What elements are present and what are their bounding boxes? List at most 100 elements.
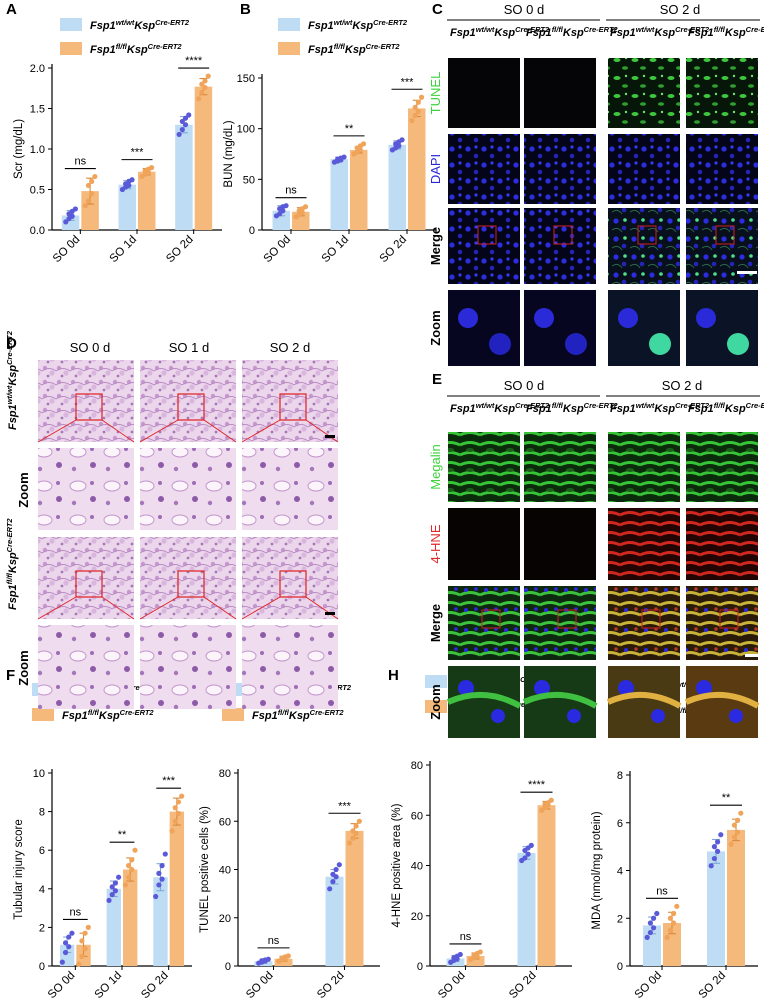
panel-E: SO 0 d SO 2 dFsp1wt/wtKspCre-ERT2Fsp1fl/f… — [428, 378, 764, 738]
y-tick-label: 10 — [33, 768, 45, 780]
micrograph — [524, 208, 596, 284]
col-geno-fl-driver: Ksp — [563, 403, 584, 415]
data-point-wt — [116, 874, 122, 880]
col-geno-wt-driver-sup: Cre-ERT2 — [515, 401, 550, 410]
micrograph — [686, 508, 758, 580]
data-point-fl — [179, 793, 185, 799]
panel-letter-D: D — [6, 335, 17, 352]
data-point-fl — [285, 953, 291, 959]
sig-label: ** — [118, 829, 127, 841]
legend-label-fl: Fsp1fl/flKspCre-ERT2 — [308, 42, 400, 56]
data-point-wt — [156, 882, 162, 888]
zoom-line — [37, 419, 77, 443]
sig-label: *** — [401, 76, 415, 88]
row-label: Zoom — [16, 650, 31, 685]
col-geno-fl-driver: Ksp — [725, 27, 746, 39]
nucleus — [618, 308, 638, 328]
y-tick-label: 6 — [617, 818, 623, 830]
bar-fl — [169, 811, 185, 966]
nucleus — [696, 680, 712, 696]
data-point-wt — [341, 154, 347, 160]
legend-label-fl: Fsp1fl/flKspCre-ERT2 — [252, 708, 344, 722]
col-geno-wt-driver: Ksp — [494, 403, 515, 415]
x-tick-label: SO 2d — [315, 970, 347, 1000]
x-tick-label: SO 2d — [378, 234, 410, 266]
bar-wt — [61, 215, 80, 230]
micrograph — [448, 586, 520, 660]
y-axis-label: Tubular injury score — [13, 819, 25, 920]
sig-label: ns — [656, 885, 668, 897]
micrograph — [242, 537, 338, 619]
col-geno-fl-gene-sup: fl/fl — [714, 25, 726, 34]
micrograph — [686, 58, 758, 128]
col-geno-wt-driver: Ksp — [654, 27, 675, 39]
micrograph — [524, 134, 596, 204]
micrograph — [448, 508, 520, 580]
zoom-box — [557, 609, 577, 629]
zoom-line — [241, 596, 281, 620]
zoom-box — [481, 609, 501, 629]
legend-label-wt-gene-sup: wt/wt — [676, 680, 695, 689]
bar-wt — [153, 877, 168, 966]
micrograph — [38, 360, 134, 442]
chart-B: Fsp1wt/wtKspCre-ERT2 Fsp1fl/flKspCre-ERT2… — [223, 18, 436, 265]
data-point-fl — [664, 934, 670, 940]
data-point-wt — [265, 956, 271, 962]
data-point-fl — [356, 818, 362, 824]
nucleus — [649, 333, 671, 355]
nucleus — [651, 709, 665, 723]
data-point-fl — [477, 949, 483, 955]
panel-letter-E: E — [432, 371, 442, 388]
bar-wt — [106, 888, 121, 966]
nucleus — [618, 680, 634, 696]
row-label: TUNEL — [428, 72, 443, 115]
data-point-wt — [336, 862, 342, 868]
col-geno-fl-gene-sup: fl/fl — [714, 401, 726, 410]
col-label: SO 2 d — [270, 340, 310, 355]
micrograph — [524, 586, 596, 660]
row-geno-text-fl-driver-sup: Cre-ERT2 — [5, 518, 14, 553]
sig-label: ** — [345, 123, 354, 135]
y-tick-label: 20 — [219, 913, 231, 925]
zoom-box — [75, 570, 103, 598]
data-point-wt — [162, 851, 168, 857]
group-label: SO 0 d — [504, 378, 544, 393]
sig-label: *** — [162, 775, 176, 787]
data-point-fl — [350, 828, 356, 834]
col-geno-wt-driver-sup: Cre-ERT2 — [515, 25, 550, 34]
data-point-wt — [66, 934, 72, 940]
y-tick-label: 8 — [617, 770, 623, 782]
micrograph — [524, 290, 596, 366]
legend-label-fl-driver: Ksp — [345, 44, 366, 56]
data-point-wt — [112, 888, 119, 894]
micrograph — [38, 625, 134, 709]
y-tick-label: 60 — [411, 810, 423, 822]
data-point-fl — [728, 841, 734, 847]
sig-label: *** — [131, 147, 145, 159]
panel-letter-C: C — [432, 1, 443, 18]
data-point-wt — [106, 897, 112, 903]
y-tick-label: 2.0 — [30, 63, 45, 75]
zoom-box — [279, 570, 307, 598]
micrograph — [140, 360, 236, 442]
legend-label-wt-gene: Fsp1 — [90, 20, 116, 32]
col-geno-fl-gene: Fsp1 — [526, 27, 552, 39]
scale-bar — [325, 612, 335, 615]
col-label: SO 0 d — [70, 340, 110, 355]
sig-label: **** — [185, 55, 203, 67]
nucleus — [727, 333, 749, 355]
data-point-fl — [125, 874, 132, 880]
legend-label-wt-driver-sup: Cre-ERT2 — [155, 18, 190, 27]
row-label: Megalin — [428, 444, 443, 490]
y-tick-label: 4 — [617, 866, 623, 878]
col-geno-fl-gene: Fsp1 — [526, 403, 552, 415]
data-point-fl — [205, 73, 211, 79]
legend-label-wt: Fsp1wt/wtKspCre-ERT2 — [308, 18, 408, 32]
y-tick-label: 0 — [249, 225, 255, 237]
data-point-fl — [353, 823, 359, 829]
row-geno-fl: Fsp1fl/flKspCre-ERT2 — [5, 518, 19, 610]
zoom-box — [715, 225, 735, 245]
bar-fl — [663, 923, 681, 966]
bar-fl — [466, 955, 485, 966]
